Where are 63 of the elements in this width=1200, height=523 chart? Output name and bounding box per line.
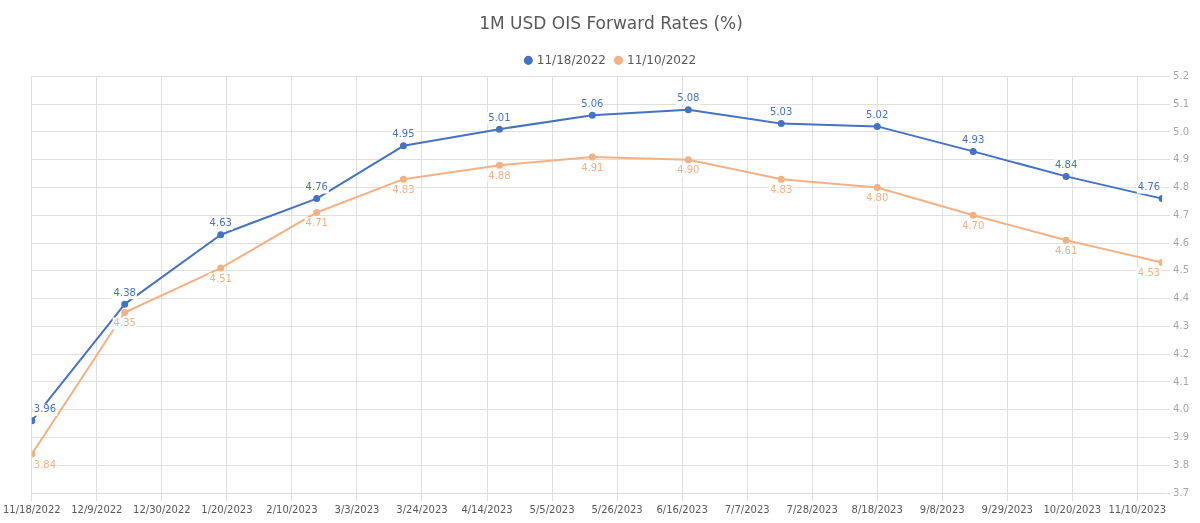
data-label: 3.84: [33, 458, 57, 470]
legend-label: 11/18/2022: [536, 52, 607, 67]
data-label: 4.35: [113, 317, 136, 329]
x-tick-label: 3/24/2023: [396, 503, 448, 515]
y-tick-label: 5.0: [1173, 125, 1189, 137]
y-tick-label: 5.1: [1173, 97, 1189, 109]
data-label: 4.38: [113, 286, 136, 298]
data-label: 4.83: [770, 183, 793, 195]
data-label: 4.51: [209, 272, 232, 284]
x-tick-label: 5/26/2023: [591, 503, 643, 515]
data-label: 4.91: [581, 161, 604, 173]
data-label: 4.84: [1054, 158, 1078, 170]
y-tick-label: 4.4: [1173, 292, 1189, 304]
data-label: 4.93: [962, 133, 985, 145]
legend-label: 11/10/2022: [627, 52, 697, 67]
x-tick-label: 6/16/2023: [656, 503, 708, 515]
y-tick-label: 4.3: [1173, 319, 1189, 331]
y-tick-label: 4.7: [1173, 208, 1189, 220]
x-tick-label: 4/14/2023: [461, 503, 513, 515]
data-label: 5.06: [581, 97, 604, 109]
x-tick-label: 2/10/2023: [266, 503, 318, 515]
x-tick-label: 9/29/2023: [981, 503, 1033, 515]
data-label: 4.95: [392, 128, 415, 140]
x-tick-label: 11/10/2023: [1108, 503, 1167, 515]
data-label: 4.63: [209, 217, 232, 229]
x-tick-label: 7/28/2023: [786, 503, 838, 515]
x-tick-label: 3/3/2023: [334, 503, 380, 515]
x-tick-label: 11/18/2022: [3, 503, 61, 515]
y-tick-label: 4.2: [1173, 347, 1189, 359]
chart-title: 1M USD OIS Forward Rates (%): [479, 12, 743, 33]
x-tick-label: 8/18/2023: [851, 503, 903, 515]
x-tick-label: 7/7/2023: [724, 503, 770, 515]
data-label: 4.88: [488, 169, 511, 181]
y-tick-label: 3.8: [1173, 458, 1189, 470]
y-tick-label: 5.2: [1173, 69, 1189, 81]
y-tick-label: 4.8: [1173, 181, 1189, 193]
y-tick-label: 3.7: [1173, 486, 1189, 498]
data-label: 5.08: [677, 92, 700, 104]
x-tick-label: 12/9/2022: [71, 503, 123, 515]
data-label: 5.02: [866, 108, 889, 120]
y-tick-label: 3.9: [1173, 431, 1189, 443]
y-tick-label: 4.6: [1173, 236, 1189, 248]
data-label: 4.80: [866, 192, 889, 204]
data-label: 4.70: [962, 219, 985, 231]
data-label: 4.90: [677, 164, 700, 176]
x-tick-label: 9/8/2023: [919, 503, 965, 515]
data-label: 5.03: [770, 106, 793, 118]
data-label: 4.76: [305, 181, 328, 193]
data-label: 5.01: [488, 111, 511, 123]
data-label: 3.96: [33, 403, 57, 415]
data-label: 4.71: [305, 217, 328, 229]
data-label: 4.83: [392, 183, 415, 195]
data-label: 4.61: [1054, 244, 1078, 256]
y-tick-label: 4.1: [1173, 375, 1189, 387]
x-tick-label: 1/20/2023: [201, 503, 253, 515]
data-label: 4.76: [1137, 181, 1161, 193]
x-tick-label: 5/5/2023: [529, 503, 575, 515]
y-tick-label: 4.9: [1173, 153, 1189, 165]
x-tick-label: 12/30/2022: [133, 503, 191, 515]
data-label: 4.53: [1137, 267, 1161, 279]
y-tick-label: 4.0: [1173, 403, 1189, 415]
y-tick-label: 4.5: [1173, 264, 1189, 276]
x-tick-label: 10/20/2023: [1043, 503, 1102, 515]
